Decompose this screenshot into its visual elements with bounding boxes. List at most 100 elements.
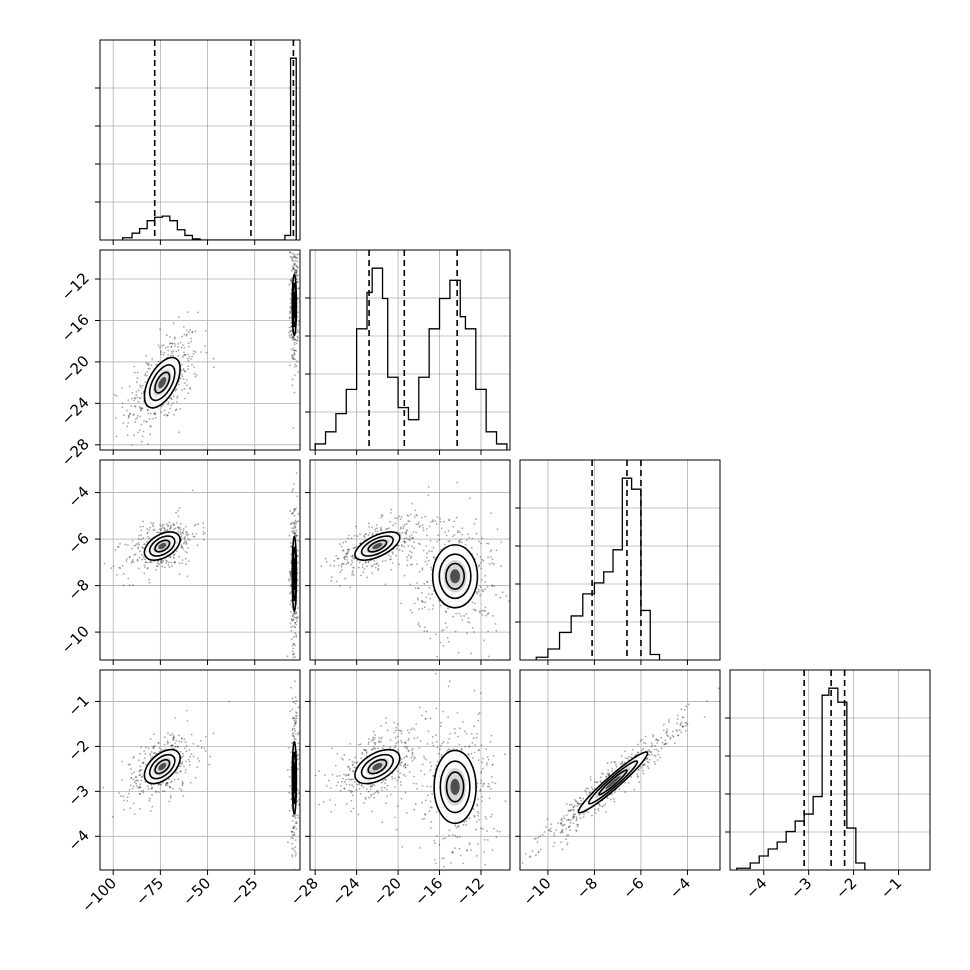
sample-point	[291, 490, 293, 493]
sample-point	[703, 716, 706, 718]
sample-point	[395, 729, 397, 732]
sample-point	[432, 520, 434, 523]
y-tick-label: −3	[64, 781, 92, 809]
sample-point	[608, 772, 610, 775]
sample-point	[404, 541, 406, 544]
sample-point	[171, 744, 173, 747]
sample-point	[137, 400, 140, 403]
sample-point	[198, 760, 201, 763]
sample-point	[472, 757, 474, 759]
sample-point	[490, 512, 492, 514]
sample-point	[296, 814, 299, 817]
sample-point	[127, 577, 130, 580]
sample-point	[477, 814, 479, 817]
histogram-step	[736, 687, 866, 870]
sample-point	[415, 514, 417, 516]
sample-point	[130, 777, 133, 779]
sample-point	[385, 778, 387, 781]
sample-point	[132, 785, 135, 788]
sample-point	[624, 791, 626, 793]
sample-point	[477, 588, 480, 591]
sample-point	[181, 559, 184, 561]
sample-point	[307, 767, 309, 769]
sample-point	[182, 369, 185, 371]
sample-point	[608, 774, 610, 777]
sample-point	[292, 833, 295, 836]
sample-point	[293, 736, 296, 738]
sample-point	[477, 759, 480, 761]
sample-point	[295, 828, 298, 830]
sample-point	[365, 751, 368, 753]
sample-point	[294, 612, 296, 615]
sample-point	[570, 803, 573, 806]
sample-point	[292, 266, 294, 269]
sample-point	[457, 531, 459, 534]
sample-point	[417, 587, 419, 589]
sample-point	[466, 849, 468, 851]
sample-point	[169, 734, 172, 737]
sample-point	[437, 760, 439, 763]
sample-point	[291, 512, 293, 515]
sample-point	[295, 264, 297, 267]
sample-point	[566, 834, 569, 837]
sample-point	[637, 769, 640, 771]
sample-point	[159, 524, 162, 526]
sample-point	[494, 623, 497, 625]
sample-point	[295, 520, 298, 523]
sample-point	[648, 749, 650, 751]
sample-point	[151, 524, 154, 526]
sample-point	[363, 535, 366, 538]
sample-point	[403, 537, 406, 540]
sample-point	[293, 338, 296, 340]
contour-level	[354, 531, 401, 561]
sample-point	[293, 255, 296, 257]
sample-point	[140, 424, 143, 426]
sample-point	[138, 534, 141, 537]
sample-point	[419, 524, 421, 527]
sample-point	[183, 387, 186, 390]
sample-point	[295, 529, 298, 532]
sample-point	[292, 815, 295, 817]
sample-point	[290, 585, 292, 588]
sample-point	[146, 561, 149, 564]
sample-point	[161, 781, 164, 784]
sample-point	[378, 740, 381, 743]
sample-point	[171, 733, 174, 735]
density-peak	[605, 775, 621, 790]
sample-point	[160, 783, 163, 786]
sample-point	[140, 386, 142, 389]
sample-point	[676, 714, 679, 717]
sample-point	[395, 828, 398, 831]
sample-point	[353, 547, 355, 549]
sample-point	[575, 800, 578, 803]
sample-point	[297, 339, 299, 342]
sample-point	[295, 275, 298, 278]
sample-point	[213, 366, 215, 369]
sample-point	[464, 544, 467, 546]
sample-point	[486, 830, 488, 832]
sample-point	[289, 592, 291, 595]
sample-point	[144, 566, 146, 569]
sample-point	[483, 838, 486, 841]
sample-point	[408, 771, 411, 773]
sample-point	[347, 774, 350, 777]
sample-point	[666, 734, 669, 737]
sample-point	[439, 518, 442, 520]
sample-point	[175, 350, 178, 353]
sample-point	[188, 760, 191, 763]
sample-point	[152, 529, 155, 532]
sample-point	[401, 741, 403, 744]
sample-point	[187, 538, 189, 540]
sample-point	[484, 581, 486, 583]
sample-point	[465, 820, 468, 822]
sample-point	[435, 633, 437, 636]
sample-point	[119, 567, 122, 570]
sample-point	[166, 414, 169, 417]
sample-point	[180, 789, 183, 792]
sample-point	[292, 336, 295, 339]
sample-point	[139, 783, 142, 786]
sample-point	[158, 563, 161, 566]
sample-point	[335, 580, 338, 583]
sample-point	[171, 342, 174, 345]
sample-point	[376, 530, 379, 533]
